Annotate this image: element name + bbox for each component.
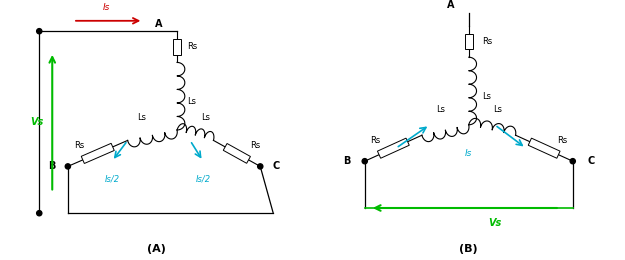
- Polygon shape: [465, 34, 472, 49]
- Polygon shape: [81, 143, 114, 164]
- Circle shape: [65, 164, 71, 169]
- Text: Ls: Ls: [482, 92, 491, 101]
- Text: Is/2: Is/2: [104, 175, 119, 184]
- Text: Ls: Ls: [138, 113, 146, 122]
- Circle shape: [258, 164, 263, 169]
- Text: A: A: [155, 19, 162, 29]
- Text: (B): (B): [459, 244, 478, 254]
- Text: A: A: [447, 1, 454, 10]
- Text: Rs: Rs: [188, 42, 198, 51]
- Text: B: B: [343, 156, 350, 166]
- Text: (A): (A): [147, 244, 166, 254]
- Polygon shape: [528, 138, 560, 158]
- Circle shape: [362, 159, 368, 164]
- Polygon shape: [223, 144, 251, 163]
- Text: C: C: [272, 161, 279, 171]
- Circle shape: [37, 29, 42, 34]
- Text: Vs: Vs: [488, 218, 501, 228]
- Text: Rs: Rs: [558, 136, 568, 145]
- Text: Rs: Rs: [482, 37, 492, 46]
- Text: Is: Is: [103, 3, 111, 12]
- Circle shape: [37, 211, 42, 216]
- Text: B: B: [49, 161, 56, 171]
- Polygon shape: [173, 39, 181, 55]
- Text: C: C: [588, 156, 594, 166]
- Text: Ls: Ls: [188, 97, 196, 106]
- Text: Ls: Ls: [201, 113, 210, 122]
- Text: Vs: Vs: [30, 117, 43, 127]
- Polygon shape: [378, 138, 409, 158]
- Text: Rs: Rs: [74, 141, 84, 150]
- Text: Ls: Ls: [436, 105, 444, 114]
- Circle shape: [570, 159, 576, 164]
- Text: Ls: Ls: [493, 105, 502, 114]
- Text: Rs: Rs: [250, 141, 260, 150]
- Text: Rs: Rs: [370, 136, 380, 145]
- Text: Is: Is: [465, 149, 472, 158]
- Text: Is/2: Is/2: [196, 175, 211, 184]
